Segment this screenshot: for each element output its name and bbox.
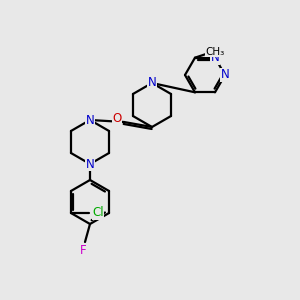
Text: O: O [112,112,122,124]
Text: CH₃: CH₃ [206,47,225,57]
Text: N: N [85,158,94,170]
Text: N: N [211,51,219,64]
Text: N: N [220,68,230,82]
Text: N: N [85,113,94,127]
Text: F: F [80,244,86,256]
Text: N: N [148,76,156,89]
Text: Cl: Cl [92,206,104,220]
